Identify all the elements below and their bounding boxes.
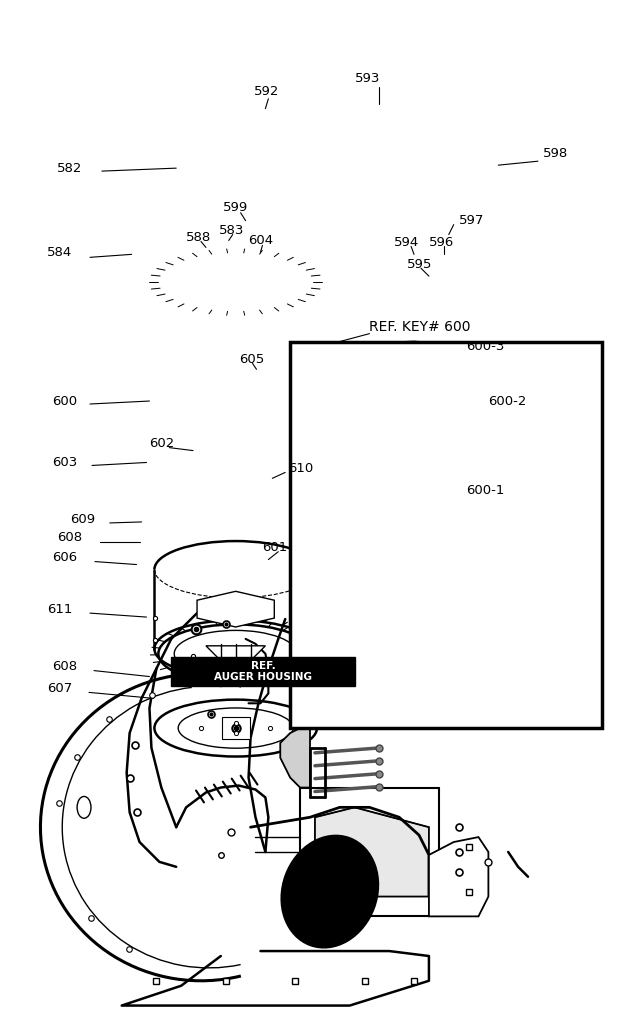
Text: REF. KEY# 600: REF. KEY# 600 xyxy=(370,319,471,334)
Text: 606: 606 xyxy=(52,551,78,564)
Text: 600-1: 600-1 xyxy=(467,484,505,496)
Text: REF.
AUGER HOUSING: REF. AUGER HOUSING xyxy=(215,661,312,682)
Polygon shape xyxy=(429,837,489,917)
Polygon shape xyxy=(290,349,480,557)
Bar xyxy=(222,717,249,739)
Polygon shape xyxy=(335,342,497,451)
Text: 583: 583 xyxy=(219,225,244,237)
Text: 600-2: 600-2 xyxy=(489,394,527,408)
Text: 600-3: 600-3 xyxy=(467,340,505,353)
Polygon shape xyxy=(315,808,429,896)
Polygon shape xyxy=(197,591,274,627)
Text: 604: 604 xyxy=(249,234,273,247)
Text: 584: 584 xyxy=(47,246,73,259)
Ellipse shape xyxy=(281,835,378,948)
Polygon shape xyxy=(335,345,497,453)
Bar xyxy=(171,657,355,686)
Text: 600: 600 xyxy=(52,394,78,408)
Text: 608: 608 xyxy=(57,531,82,544)
Text: ©ReplacementParts.com: ©ReplacementParts.com xyxy=(244,674,376,684)
Bar xyxy=(290,342,603,728)
Text: 608: 608 xyxy=(52,660,78,674)
Text: 605: 605 xyxy=(239,353,264,366)
Text: 582: 582 xyxy=(57,162,82,175)
Text: 598: 598 xyxy=(543,146,568,160)
Text: 599: 599 xyxy=(223,201,248,214)
Text: 601: 601 xyxy=(262,541,288,554)
Text: 592: 592 xyxy=(254,85,279,98)
Text: 610: 610 xyxy=(288,461,314,475)
Ellipse shape xyxy=(77,796,91,818)
Text: 607: 607 xyxy=(47,682,73,695)
Text: 595: 595 xyxy=(407,258,433,271)
Text: 588: 588 xyxy=(186,231,211,244)
Text: 593: 593 xyxy=(355,72,380,85)
Text: 611: 611 xyxy=(47,603,73,616)
Polygon shape xyxy=(206,646,265,676)
Text: 596: 596 xyxy=(429,236,454,249)
Text: 594: 594 xyxy=(394,236,420,249)
Polygon shape xyxy=(280,728,310,788)
Text: 609: 609 xyxy=(70,514,95,526)
Text: 603: 603 xyxy=(52,456,78,469)
Text: 597: 597 xyxy=(459,214,484,228)
Text: 602: 602 xyxy=(149,437,175,450)
